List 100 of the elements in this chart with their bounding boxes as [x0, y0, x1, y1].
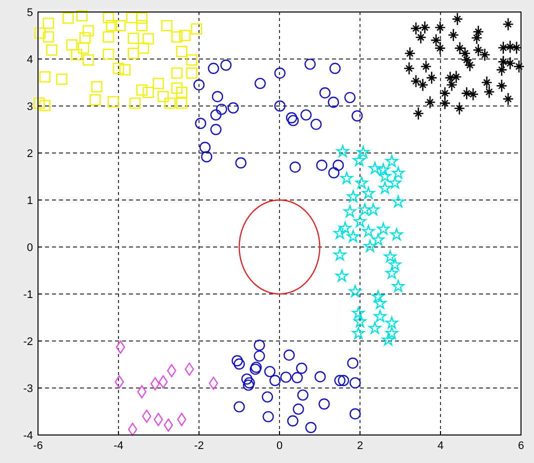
point: [292, 372, 303, 384]
point: [385, 316, 398, 329]
point: [378, 182, 392, 194]
point: [186, 54, 198, 66]
y-tick-label: -1: [23, 289, 33, 301]
point: [364, 240, 376, 252]
point: [338, 374, 350, 386]
point: [184, 362, 194, 376]
point: [439, 96, 451, 110]
point: [56, 74, 68, 85]
point: [186, 68, 198, 79]
point: [346, 190, 360, 202]
point: [388, 176, 402, 189]
point: [284, 350, 295, 361]
point: [201, 151, 212, 162]
point: [128, 48, 139, 59]
point: [378, 170, 392, 182]
point: [348, 285, 362, 298]
point: [71, 49, 82, 60]
point: [208, 376, 218, 390]
point: [39, 100, 50, 112]
point: [496, 63, 508, 76]
point: [195, 118, 206, 129]
point: [362, 186, 375, 199]
point: [112, 62, 124, 74]
y-tick-label: -3: [23, 383, 33, 395]
point: [234, 358, 245, 370]
point: [137, 385, 146, 398]
point: [385, 154, 398, 167]
point: [467, 88, 479, 101]
point: [384, 250, 396, 262]
point: [158, 375, 168, 388]
point: [212, 91, 224, 102]
point: [228, 102, 239, 114]
point: [374, 296, 386, 309]
point: [34, 28, 46, 39]
point: [439, 86, 451, 100]
point: [420, 60, 432, 74]
point: [336, 270, 348, 282]
point: [114, 20, 126, 32]
point: [354, 315, 366, 328]
point: [138, 42, 150, 54]
point: [498, 55, 509, 68]
point: [410, 74, 422, 88]
point: [385, 266, 398, 279]
point: [366, 203, 380, 216]
point: [179, 30, 191, 42]
point: [190, 23, 202, 35]
point: [305, 422, 316, 434]
y-tick-label: 5: [26, 7, 33, 19]
point: [352, 154, 366, 166]
point: [338, 222, 352, 234]
point: [368, 162, 382, 174]
point: [328, 167, 340, 178]
point: [510, 41, 522, 54]
point: [210, 124, 222, 136]
point: [336, 144, 349, 158]
point: [472, 43, 484, 57]
point: [368, 322, 382, 334]
point: [392, 195, 405, 208]
point: [164, 98, 176, 109]
point: [356, 146, 370, 158]
point: [262, 391, 274, 403]
point: [82, 54, 94, 66]
point: [262, 411, 274, 422]
point: [128, 32, 139, 44]
point: [274, 68, 286, 79]
point: [454, 42, 466, 55]
point: [142, 410, 152, 423]
point: [355, 176, 368, 189]
point: [377, 222, 390, 235]
point: [352, 306, 365, 319]
point: [158, 91, 169, 102]
point: [446, 78, 458, 92]
point: [116, 340, 126, 354]
point: [220, 60, 232, 71]
point: [314, 371, 326, 382]
point: [461, 53, 472, 67]
point: [290, 162, 301, 173]
point: [426, 71, 438, 84]
point: [496, 79, 508, 92]
point: [119, 64, 131, 76]
point: [136, 20, 148, 32]
point: [340, 172, 354, 184]
y-tick-label: 3: [26, 101, 33, 113]
point: [392, 280, 405, 292]
point: [102, 12, 114, 24]
x-tick-label: 6: [518, 440, 524, 452]
point: [461, 86, 472, 100]
point: [354, 215, 366, 228]
point: [334, 248, 346, 260]
point: [350, 377, 361, 388]
point: [347, 357, 358, 369]
point: [176, 98, 188, 109]
point: [344, 205, 356, 218]
point: [82, 25, 94, 36]
y-tick-label: 4: [26, 54, 33, 66]
point: [502, 92, 514, 106]
point: [171, 68, 182, 79]
point: [235, 157, 246, 168]
